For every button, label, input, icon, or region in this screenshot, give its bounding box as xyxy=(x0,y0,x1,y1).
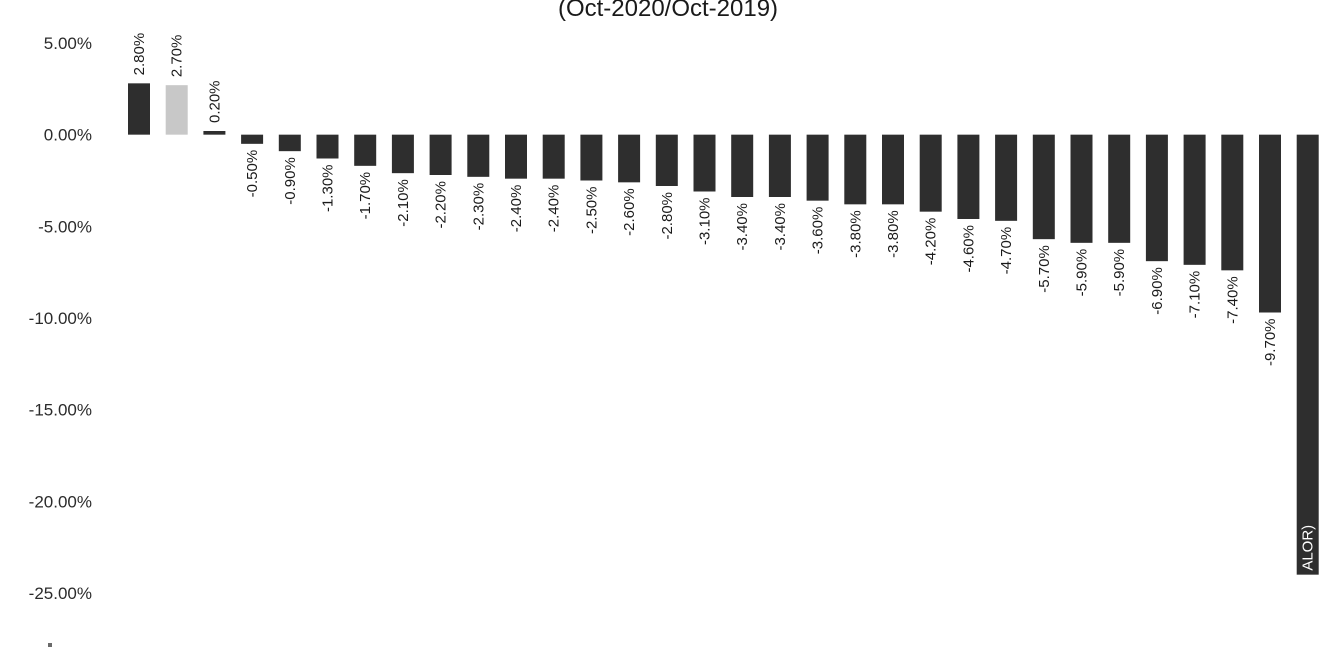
bar xyxy=(580,134,603,181)
data-table xyxy=(48,643,52,647)
data-label: -3.80% xyxy=(885,210,902,258)
data-label: -4.20% xyxy=(923,218,940,266)
data-label: -2.80% xyxy=(659,192,676,240)
bar xyxy=(655,134,678,186)
y-tick-label: -10.00% xyxy=(29,309,92,328)
bar xyxy=(128,83,150,135)
bar xyxy=(1259,134,1281,313)
data-label: -5.90% xyxy=(1074,249,1091,297)
data-label: -2.10% xyxy=(395,179,412,227)
y-tick-label: -5.00% xyxy=(38,217,92,236)
bar xyxy=(241,134,264,144)
bar xyxy=(1145,134,1168,262)
bar xyxy=(882,134,904,205)
data-label: -1.70% xyxy=(357,172,374,220)
data-label: -3.40% xyxy=(734,203,751,251)
y-tick-label: -25.00% xyxy=(29,584,92,603)
bar xyxy=(844,134,867,205)
data-label: -4.60% xyxy=(960,225,977,273)
bar xyxy=(165,85,188,135)
data-label: -2.40% xyxy=(508,185,525,233)
data-label: -7.40% xyxy=(1224,276,1241,324)
bar xyxy=(1070,134,1093,243)
bar xyxy=(278,134,301,152)
bar xyxy=(919,134,942,212)
data-label: -2.40% xyxy=(546,185,563,233)
bar xyxy=(505,134,527,179)
chart-title: (Oct-2020/Oct-2019) xyxy=(558,0,778,22)
bar xyxy=(806,134,829,201)
data-label: -3.60% xyxy=(810,207,827,255)
data-label: -9.70% xyxy=(1262,319,1279,367)
bars xyxy=(128,83,1319,575)
bar xyxy=(316,134,339,159)
bar xyxy=(542,134,565,179)
y-tick-label: 5.00% xyxy=(44,34,92,53)
data-label: -3.80% xyxy=(847,210,864,258)
data-label: 2.80% xyxy=(131,33,148,76)
data-label: ALOR) xyxy=(1300,525,1317,571)
bar xyxy=(957,134,980,219)
data-label: 0.20% xyxy=(206,80,223,123)
data-label: -2.60% xyxy=(621,188,638,236)
legend-key xyxy=(48,643,52,647)
bar xyxy=(391,134,414,174)
data-label: -2.20% xyxy=(433,181,450,229)
data-label: -2.50% xyxy=(583,187,600,235)
bar xyxy=(203,131,226,135)
data-label: -3.40% xyxy=(772,203,789,251)
data-label: 2.70% xyxy=(169,35,186,78)
data-label: -0.90% xyxy=(282,157,299,205)
bar xyxy=(1296,134,1319,575)
bar xyxy=(995,134,1018,221)
data-label: -1.30% xyxy=(320,165,337,213)
bar xyxy=(768,134,791,197)
bar xyxy=(354,134,377,166)
data-label: -4.70% xyxy=(998,227,1015,275)
value-labels: 2.80% 2.70% 0.20% -0.50% -0.90% -1.30% -1.70% -… xyxy=(131,33,1317,571)
y-tick-label: -20.00% xyxy=(29,492,92,511)
data-label: -6.90% xyxy=(1149,267,1166,315)
data-label: -0.50% xyxy=(244,150,261,198)
bar xyxy=(1108,134,1131,243)
data-label: -7.10% xyxy=(1187,271,1204,319)
bar xyxy=(731,134,754,197)
data-label: -5.90% xyxy=(1111,249,1128,297)
bar xyxy=(1032,134,1055,240)
bar xyxy=(618,134,641,183)
y-axis: 5.00% 0.00% -5.00% -10.00% -15.00% -20.00% -25… xyxy=(29,34,92,603)
bar xyxy=(429,134,452,175)
bar xyxy=(693,134,716,192)
y-tick-label: -15.00% xyxy=(29,401,92,420)
data-label: -2.30% xyxy=(470,183,487,231)
y-tick-label: 0.00% xyxy=(44,126,92,145)
bar xyxy=(1221,134,1244,271)
data-label: -3.10% xyxy=(697,198,714,246)
bar xyxy=(1183,134,1206,265)
data-label: -5.70% xyxy=(1036,245,1053,293)
bar xyxy=(467,134,490,177)
